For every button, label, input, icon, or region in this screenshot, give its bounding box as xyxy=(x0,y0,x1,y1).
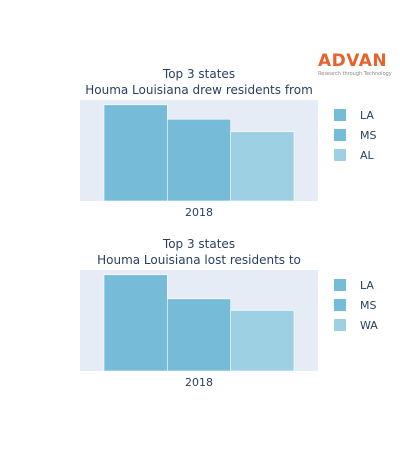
legend-label: LA xyxy=(360,109,374,122)
bar-wa xyxy=(230,310,295,372)
bar-la xyxy=(103,104,168,202)
legend-swatch xyxy=(334,299,346,311)
legend-swatch xyxy=(334,319,346,331)
legend-swatch xyxy=(334,129,346,141)
legend-swatch xyxy=(334,149,346,161)
chart-title-line: Top 3 states xyxy=(162,237,235,251)
legend-label: WA xyxy=(360,319,378,332)
logo-tagline: Research through Technology xyxy=(318,71,392,77)
bar-al xyxy=(230,131,295,202)
legend-label: AL xyxy=(360,149,375,162)
legend-label: MS xyxy=(360,129,376,142)
bar-ms xyxy=(167,298,231,372)
legend-label: MS xyxy=(360,299,376,312)
logo-wordmark: ADVAN xyxy=(318,51,388,71)
x-tick-label: 2018 xyxy=(185,376,213,389)
legend-label: LA xyxy=(360,279,374,292)
bar-ms xyxy=(167,118,231,202)
x-tick-label: 2018 xyxy=(185,206,213,219)
chart-title-line: Houma Louisiana drew residents from xyxy=(85,83,313,97)
chart-title-line: Top 3 states xyxy=(162,67,235,81)
legend-swatch xyxy=(334,109,346,121)
advan-logo: ADVAN Research through Technology xyxy=(318,52,400,77)
chart-lost-to: Top 3 states Houma Louisiana lost residen… xyxy=(80,237,378,389)
chart-drew-from: Top 3 states Houma Louisiana drew residen… xyxy=(80,67,376,219)
bar-la xyxy=(103,274,168,372)
chart-title-line: Houma Louisiana lost residents to xyxy=(97,253,301,267)
legend-swatch xyxy=(334,279,346,291)
